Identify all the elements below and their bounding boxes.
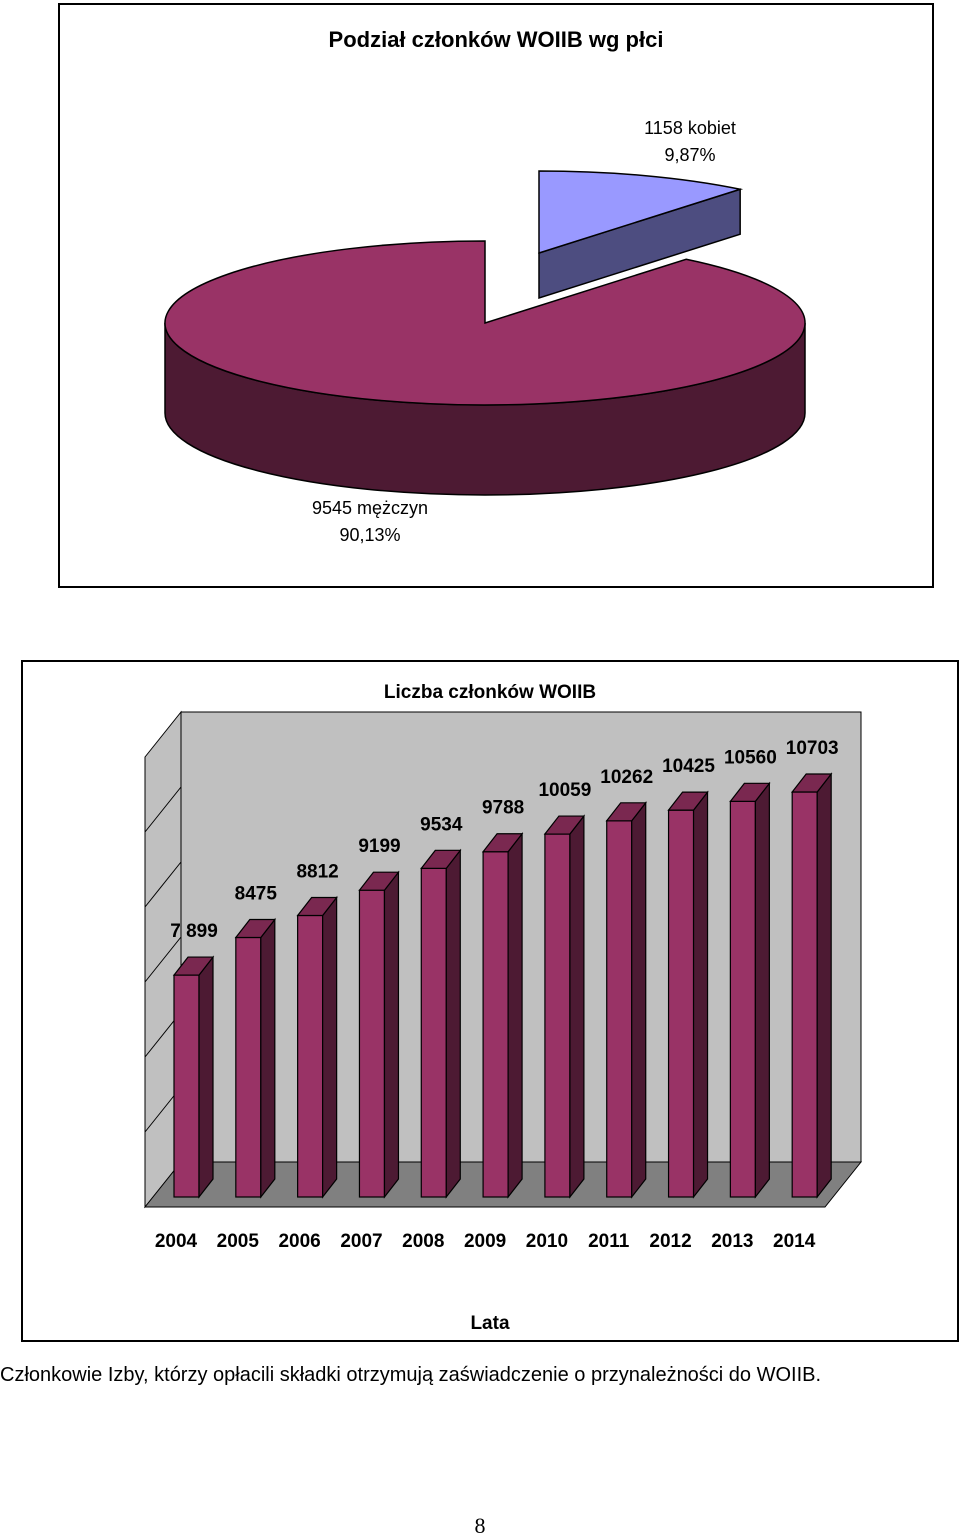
x-tick-label: 2011	[588, 1231, 630, 1252]
data-label: 10703	[786, 738, 839, 759]
men-percent-label: 90,13%	[339, 525, 401, 545]
bar-series	[172, 772, 833, 1199]
bar-side	[322, 895, 338, 1199]
bar	[420, 848, 462, 1199]
bar-front	[544, 833, 571, 1198]
page-number: 8	[474, 1513, 486, 1538]
bar	[729, 781, 771, 1199]
bar-top	[543, 815, 586, 835]
bar-front	[482, 851, 509, 1198]
bar-chart-title: Liczba członków WOIIB	[383, 682, 597, 703]
bar-side	[569, 814, 585, 1199]
bar	[296, 895, 338, 1199]
x-tick-label: 2005	[217, 1231, 260, 1252]
bar	[543, 814, 586, 1199]
pie-slice-men	[164, 240, 806, 496]
data-label: 9788	[482, 798, 524, 819]
bar	[790, 772, 833, 1199]
x-tick-label: 2014	[773, 1231, 816, 1252]
pie-chart-title: Podział członków WOIIB wg płci	[328, 27, 664, 52]
bar-front	[235, 936, 262, 1198]
bar-side	[445, 848, 461, 1199]
bar-front	[420, 867, 447, 1198]
bar-chart-frame: Liczba członków WOIIB 7 899 8475 8812 9199 9…	[21, 660, 959, 1342]
x-tick-label: 2007	[340, 1231, 382, 1252]
pie-chart-plot	[164, 170, 806, 496]
bar	[605, 801, 647, 1199]
bar-side	[754, 781, 770, 1199]
bar-front	[729, 800, 756, 1198]
pie-chart-frame: Podział członków WOIIB wg płci 1158 kobi…	[58, 3, 934, 588]
gridline	[144, 861, 182, 908]
data-label: 8475	[235, 883, 278, 904]
bar	[481, 831, 524, 1199]
x-tick-label: 2009	[464, 1231, 506, 1252]
x-tick-label: 2006	[278, 1231, 320, 1252]
x-axis-ticks: 2004 2005 2006 2007 2008 2009 2010 2011 2012 2013…	[155, 1231, 816, 1252]
data-label: 9534	[420, 814, 463, 835]
bar-top	[234, 918, 277, 939]
x-tick-label: 2008	[402, 1231, 444, 1252]
data-label: 10560	[724, 747, 777, 768]
x-axis-title: Lata	[470, 1313, 510, 1334]
bar	[667, 790, 709, 1199]
bar-front	[667, 809, 695, 1198]
bar	[172, 955, 215, 1199]
bar-side	[507, 831, 523, 1199]
data-label: 8812	[296, 861, 338, 882]
data-label: 7 899	[170, 921, 218, 942]
bar-side	[816, 772, 832, 1199]
bar-chart-plot: 7 899 8475 8812 9199 9534 9788 10059 10262 10425…	[143, 710, 863, 1252]
bar-side	[198, 955, 214, 1199]
bar-front	[358, 889, 386, 1198]
bar-side	[692, 790, 709, 1199]
women-percent-label: 9,87%	[664, 145, 716, 165]
bar	[234, 917, 277, 1199]
x-tick-label: 2013	[711, 1231, 753, 1252]
women-slice-label: 1158 kobiet 9,87%	[600, 115, 780, 169]
x-tick-label: 2012	[649, 1231, 691, 1252]
bar-side	[383, 870, 400, 1199]
bar-top	[729, 782, 771, 802]
x-tick-label: 2004	[155, 1231, 198, 1252]
gridline	[144, 936, 182, 983]
bar-front	[297, 914, 324, 1198]
x-tick-label: 2010	[526, 1231, 568, 1252]
bar-top	[667, 791, 709, 811]
bar-front	[606, 820, 633, 1198]
bar-top	[172, 956, 215, 976]
pie-slice-women	[538, 170, 744, 300]
data-label: 10262	[600, 767, 653, 788]
caption-text: Członkowie Izby, którzy opłacili składki…	[0, 1364, 822, 1386]
bar-top	[296, 896, 338, 917]
data-label: 10059	[538, 780, 591, 801]
bar-top	[605, 802, 647, 822]
bar	[358, 870, 400, 1199]
bar-front	[791, 791, 818, 1198]
data-labels: 7 899 8475 8812 9199 9534 9788 10059 10262 10425…	[170, 738, 838, 942]
data-label: 9199	[358, 836, 400, 857]
bar-side	[260, 917, 276, 1199]
men-count-label: 9545 mężczyn	[311, 498, 429, 518]
women-count-label: 1158 kobiet	[644, 118, 736, 138]
bar-side	[631, 801, 647, 1199]
bar-top	[358, 871, 400, 891]
gridline	[144, 786, 182, 833]
data-label: 10425	[662, 756, 715, 777]
men-slice-label: 9545 mężczyn 90,13%	[260, 495, 480, 549]
bar-top	[420, 849, 462, 869]
bar-top	[790, 773, 833, 793]
bar-top	[481, 833, 524, 853]
bar-front	[173, 974, 200, 1198]
